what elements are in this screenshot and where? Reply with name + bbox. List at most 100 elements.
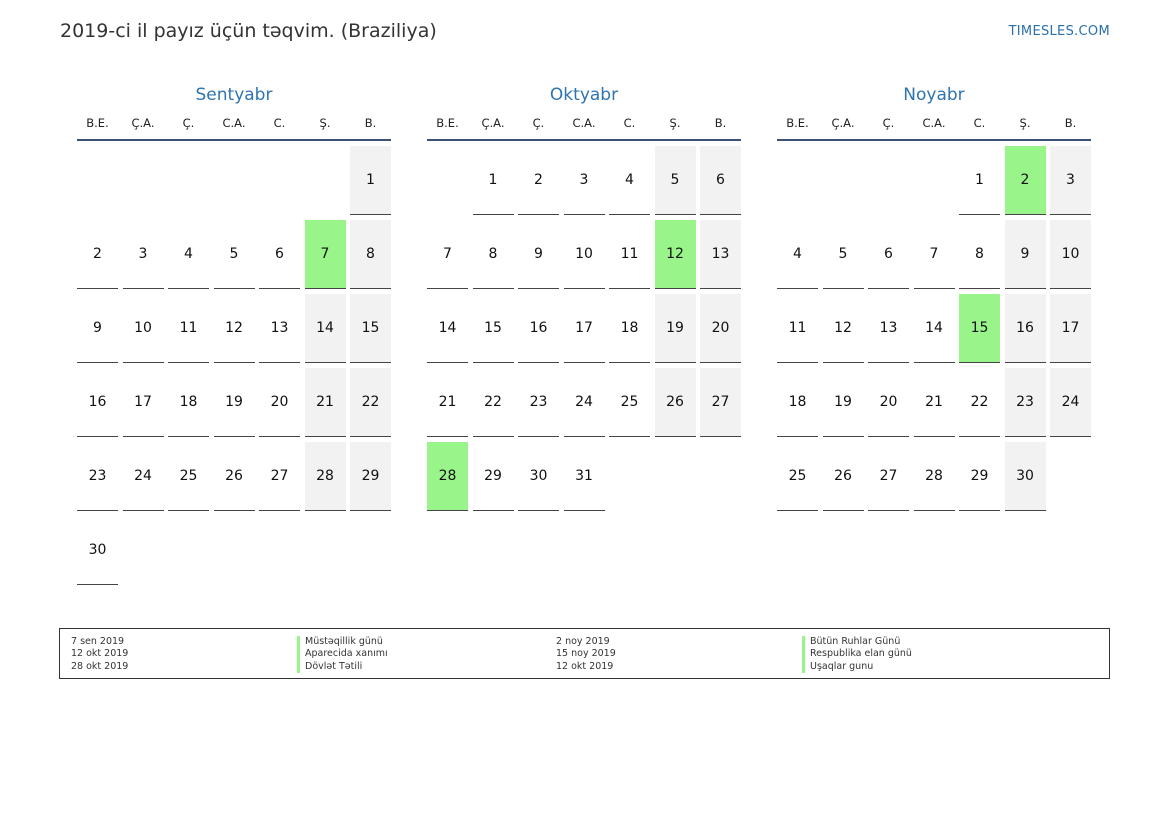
day-cell: 14: [913, 294, 955, 363]
day-cell: 30: [1004, 442, 1046, 511]
month-title: Noyabr: [903, 85, 965, 105]
day-cell: 11: [168, 294, 209, 363]
day-cell: 5: [213, 220, 255, 289]
day-cell: 26: [654, 368, 696, 437]
day-cell: 21: [913, 368, 955, 437]
weekday-label: Ç.A.: [831, 116, 855, 130]
day-cell: 24: [1050, 368, 1091, 437]
weekday-label: C.A.: [922, 116, 946, 130]
day-cell: 7: [913, 220, 955, 289]
day-cell: 6: [259, 220, 300, 289]
day-cell: 6: [868, 220, 909, 289]
day-cell: 28: [304, 442, 346, 511]
legend-holiday-name: Bütün Ruhlar Günü: [802, 636, 912, 649]
empty-cell: [77, 146, 118, 215]
empty-cell: [168, 146, 209, 215]
day-cell: 28: [913, 442, 955, 511]
weekday-label: Ç.A.: [131, 116, 155, 130]
day-cell: 15: [350, 294, 391, 363]
day-cell: 23: [518, 368, 559, 437]
day-cell: 9: [1004, 220, 1046, 289]
empty-cell: [123, 146, 164, 215]
day-cell: 21: [304, 368, 346, 437]
legend-date: 15 noy 2019: [556, 648, 616, 660]
day-cell: 12: [822, 294, 864, 363]
empty-cell: [427, 146, 468, 215]
day-grid: 1 2 3 4 5 6 7 8 9 10 11 12 13 14 15 16 17 18 19 20 21 22 23 24 2…: [777, 146, 1091, 511]
legend-date: 12 okt 2019: [71, 648, 129, 660]
legend-date: 7 sen 2019: [71, 636, 125, 647]
day-cell: 1: [350, 146, 391, 215]
day-cell: 19: [213, 368, 255, 437]
day-cell: 18: [777, 368, 818, 437]
day-cell: 10: [1050, 220, 1091, 289]
day-cell: 11: [609, 220, 650, 289]
day-cell: 1: [472, 146, 514, 215]
weekday-label: B.: [364, 116, 377, 130]
day-cell: 12: [213, 294, 255, 363]
weekday-label: B.E.: [86, 116, 109, 130]
day-cell: 3: [122, 220, 164, 289]
legend-names-left: Müstəqillik günü Aparecida xanımı Dövlət…: [297, 636, 388, 673]
legend-holiday-name: Dövlət Tətili: [297, 660, 388, 673]
day-cell: 20: [868, 368, 909, 437]
empty-cell: [259, 146, 300, 215]
day-grid: 1 2 3 4 5 6 7 8 9 10 11 12 13 14 15 16 17 18 19 20 21 22 23 24 2…: [77, 146, 391, 585]
day-cell: 14: [304, 294, 346, 363]
weekday-label: Ş.: [1019, 116, 1031, 130]
day-cell: 19: [654, 294, 696, 363]
day-cell: 1: [959, 146, 1000, 215]
day-cell: 27: [868, 442, 909, 511]
day-cell: 10: [563, 220, 605, 289]
day-cell: 24: [122, 442, 164, 511]
day-cell: 18: [168, 368, 209, 437]
day-cell: 13: [700, 220, 741, 289]
weekday-label: B.E.: [436, 116, 459, 130]
day-cell: 29: [472, 442, 514, 511]
day-cell: 27: [700, 368, 741, 437]
day-cell: 16: [77, 368, 118, 437]
weekday-label: B.E.: [786, 116, 809, 130]
day-cell: 24: [563, 368, 605, 437]
weekday-label: C.: [273, 116, 286, 130]
day-cell: 23: [77, 442, 118, 511]
day-cell: 22: [472, 368, 514, 437]
day-cell: 10: [122, 294, 164, 363]
day-cell: 8: [350, 220, 391, 289]
day-cell: 5: [822, 220, 864, 289]
weekday-label: B.: [1064, 116, 1077, 130]
day-cell: 27: [259, 442, 300, 511]
day-cell: 14: [427, 294, 468, 363]
weekday-header: B.E. Ç.A. Ç. C.A. C. Ş. B.: [427, 115, 741, 141]
legend-date: 12 okt 2019: [556, 660, 614, 672]
day-cell: 16: [518, 294, 559, 363]
empty-cell: [305, 146, 346, 215]
weekday-header: B.E. Ç.A. Ç. C.A. C. Ş. B.: [77, 115, 391, 141]
weekday-label: Ç.A.: [481, 116, 505, 130]
weekday-label: Ş.: [319, 116, 331, 130]
day-cell: 25: [609, 368, 650, 437]
legend-holiday-name: Uşaqlar gunu: [802, 660, 912, 673]
day-cell: 5: [654, 146, 696, 215]
legend-date: 2 noy 2019: [556, 636, 610, 647]
page-title: 2019-ci il payız üçün təqvim. (Braziliya…: [60, 20, 437, 42]
weekday-label: Ç.: [532, 116, 545, 130]
holiday-day-cell: 15: [959, 294, 1000, 363]
weekday-header: B.E. Ç.A. Ç. C.A. C. Ş. B.: [777, 115, 1091, 141]
day-cell: 25: [168, 442, 209, 511]
holiday-day-cell: 2: [1004, 146, 1046, 215]
holiday-day-cell: 12: [654, 220, 696, 289]
day-cell: 26: [213, 442, 255, 511]
brand-link[interactable]: TIMESLES.COM: [1008, 24, 1110, 39]
weekday-label: C.: [623, 116, 636, 130]
day-cell: 17: [1050, 294, 1091, 363]
weekday-label: C.A.: [222, 116, 246, 130]
day-cell: 19: [822, 368, 864, 437]
legend-holiday-name: Aparecida xanımı: [297, 648, 388, 661]
empty-cell: [777, 146, 818, 215]
month-title: Sentyabr: [195, 85, 273, 105]
day-cell: 11: [777, 294, 818, 363]
